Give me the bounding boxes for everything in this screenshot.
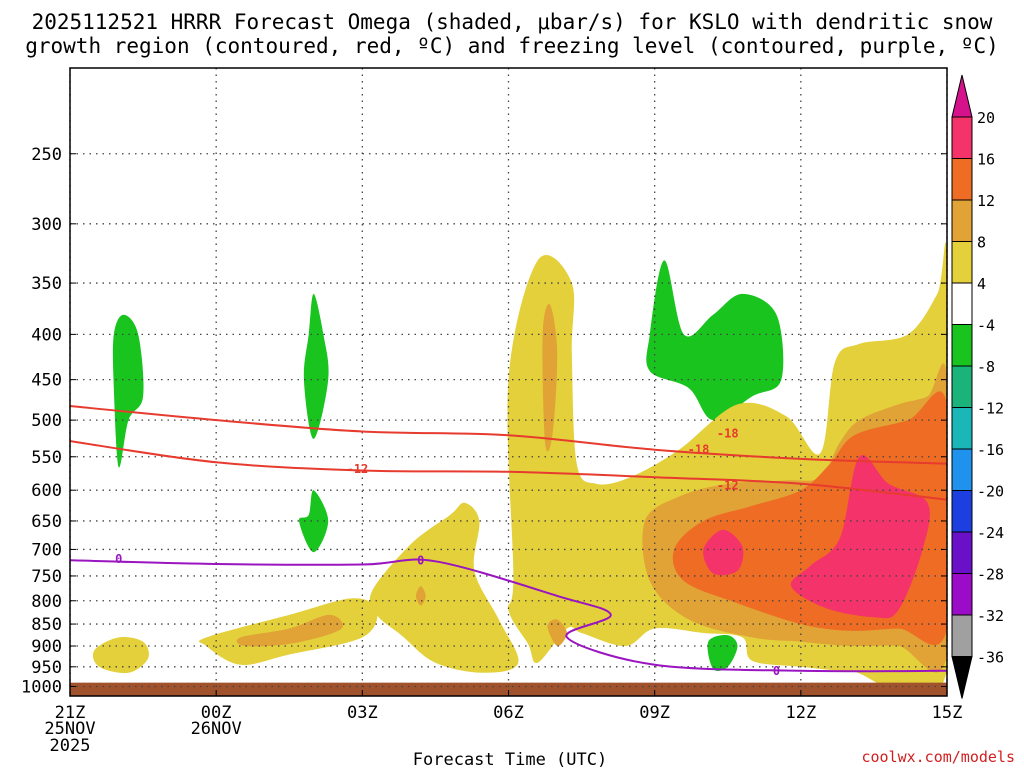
- omega-yellow-1: [92, 636, 149, 674]
- y-tick-label: 350: [31, 274, 62, 294]
- colorbar-label: 20: [977, 109, 995, 127]
- credit-text: coolwx.com/models: [861, 748, 1015, 766]
- omega-orange-1: [236, 614, 344, 647]
- y-tick-label: 300: [31, 215, 62, 235]
- y-tick-label: 700: [31, 540, 62, 560]
- contour-label-freezing-level: 0: [115, 552, 122, 566]
- colorbar-segment: [951, 241, 973, 284]
- colorbar-top-arrow: [951, 74, 973, 118]
- x-tick-label: 03Z: [347, 703, 378, 723]
- x-tick-label: 21Z: [55, 703, 86, 723]
- colorbar-bottom-arrow: [951, 656, 973, 699]
- colorbar-label: -28: [977, 566, 1004, 584]
- y-tick-label: 550: [31, 448, 62, 468]
- colorbar-segment: [951, 407, 973, 450]
- contour-label-extra: -12: [717, 479, 739, 493]
- colorbar-label: -8: [977, 358, 995, 376]
- omega-orange-4: [547, 619, 567, 647]
- contour-label-extra: 0: [773, 664, 780, 678]
- colorbar-label: 8: [977, 234, 986, 252]
- colorbar-label: 16: [977, 151, 995, 169]
- chart-title-line1: 2025112521 HRRR Forecast Omega (shaded, …: [32, 10, 993, 34]
- colorbar-label: -24: [977, 524, 1004, 542]
- omega-red-1: [790, 455, 930, 619]
- x-axis-label: Forecast Time (UTC): [413, 750, 607, 768]
- omega-green-4: [646, 260, 784, 421]
- x-tick-label: 15Z: [932, 703, 963, 723]
- x-tick-label: 12Z: [785, 703, 816, 723]
- colorbar-label: -32: [977, 607, 1004, 625]
- contour-dgz-minus12: [70, 440, 947, 501]
- y-tick-label: 850: [31, 615, 62, 635]
- y-tick-label: 250: [31, 145, 62, 165]
- colorbar-label: -16: [977, 441, 1004, 459]
- colorbar-label: -12: [977, 400, 1004, 418]
- contour-freezing-level: [70, 558, 947, 673]
- contour-label-dgz-minus18: -18: [688, 443, 710, 457]
- y-tick-label: 500: [31, 411, 62, 431]
- chart-title-line2: growth region (contoured, red, ºC) and f…: [25, 34, 999, 58]
- colorbar-segment: [951, 282, 973, 325]
- colorbar-label: -36: [977, 649, 1004, 667]
- y-tick-label: 800: [31, 592, 62, 612]
- plot-area: -18 -12 0 -18 -12 0 0 250 300 350 400 450 500 550 600 6…: [21, 67, 963, 756]
- omega-green-5: [707, 635, 738, 672]
- y-tick-label: 650: [31, 512, 62, 532]
- x-tick-sublabel2: 2025: [50, 736, 91, 756]
- contour-label-dgz-minus12: -12: [347, 462, 369, 476]
- y-tick-label: 750: [31, 567, 62, 587]
- colorbar: 20 16 12 8 4 -4 -8 -12 -16 -20 -24 -28 -32 -36: [951, 74, 1004, 699]
- omega-yellow-3: [369, 502, 519, 673]
- omega-shading: [70, 242, 947, 696]
- y-tick-label: 900: [31, 637, 62, 657]
- colorbar-segment: [951, 614, 973, 657]
- colorbar-segment: [951, 324, 973, 367]
- colorbar-segment: [951, 116, 973, 159]
- x-tick-label: 09Z: [639, 703, 670, 723]
- colorbar-label: -4: [977, 317, 995, 335]
- y-tick-label: 400: [31, 325, 62, 345]
- contour-label-extra: 0: [417, 553, 424, 567]
- x-tick-label: 00Z: [201, 703, 232, 723]
- omega-green-2: [303, 293, 329, 439]
- y-tick-label: 450: [31, 371, 62, 391]
- y-tick-label: 600: [31, 481, 62, 501]
- colorbar-segment: [951, 490, 973, 533]
- colorbar-label: -20: [977, 483, 1004, 501]
- colorbar-label: 12: [977, 192, 995, 210]
- colorbar-segment: [951, 448, 973, 491]
- x-tick-label: 06Z: [493, 703, 524, 723]
- omega-orange-3: [542, 303, 558, 452]
- colorbar-segment: [951, 199, 973, 242]
- colorbar-label: 4: [977, 275, 986, 293]
- colorbar-segment: [951, 158, 973, 201]
- y-tick-label: 1000: [21, 678, 62, 698]
- omega-red-2: [703, 529, 744, 576]
- y-tick-label: 950: [31, 658, 62, 678]
- colorbar-segment: [951, 531, 973, 574]
- x-tick-sublabel: 26NOV: [191, 719, 242, 739]
- omega-orange-2: [415, 586, 426, 606]
- colorbar-segment: [951, 573, 973, 616]
- omega-green-1: [112, 314, 144, 468]
- contour-label-extra: -18: [717, 427, 739, 441]
- colorbar-segment: [951, 365, 973, 408]
- x-tick-sublabel: 25NOV: [44, 719, 95, 739]
- omega-green-3: [298, 490, 329, 553]
- contour-dgz-minus18: [70, 405, 947, 465]
- contours: -18 -12 0 -18 -12 0 0: [70, 405, 947, 678]
